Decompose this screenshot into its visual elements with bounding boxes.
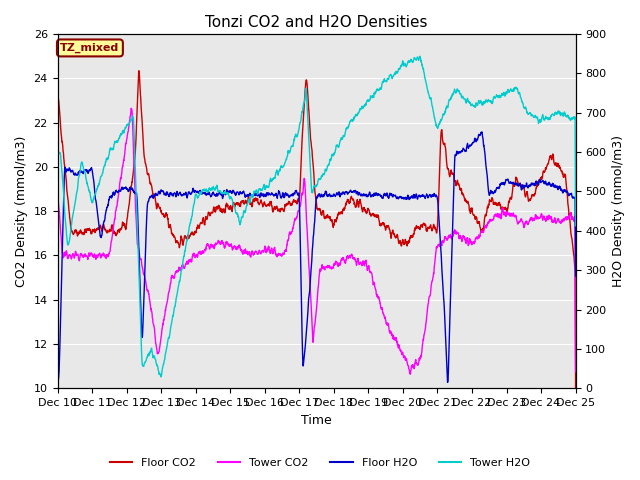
Floor CO2 <box>80 232 88 238</box>
Legend: Floor CO2, Tower CO2, Floor H2O, Tower H2O: Floor CO2, Tower CO2, Floor H2O, Tower H… <box>105 453 535 472</box>
Tower H2O <box>572 223 579 228</box>
Tower H2O <box>557 112 564 118</box>
Tower CO2 <box>557 219 565 225</box>
Floor H2O <box>557 187 564 193</box>
Floor CO2 <box>54 349 61 355</box>
Floor CO2 <box>306 121 314 127</box>
Tower H2O <box>157 374 164 380</box>
Text: TZ_mixed: TZ_mixed <box>60 43 120 53</box>
Tower H2O <box>416 53 424 59</box>
Line: Floor CO2: Floor CO2 <box>58 71 575 387</box>
Floor H2O <box>572 273 579 279</box>
Tower CO2 <box>406 372 414 377</box>
Floor H2O <box>80 169 88 175</box>
Floor CO2 <box>292 199 300 205</box>
Tower CO2 <box>462 240 470 246</box>
Tower CO2 <box>127 106 135 111</box>
Tower CO2 <box>306 274 314 280</box>
Floor CO2 <box>557 167 564 173</box>
Floor CO2 <box>462 197 470 203</box>
Floor CO2 <box>572 384 579 390</box>
Tower CO2 <box>54 358 61 364</box>
Floor H2O <box>461 148 469 154</box>
Line: Tower CO2: Tower CO2 <box>58 108 575 374</box>
Y-axis label: H2O Density (mmol/m3): H2O Density (mmol/m3) <box>612 135 625 287</box>
Tower H2O <box>292 132 300 138</box>
Line: Floor H2O: Floor H2O <box>58 132 575 387</box>
Tower CO2 <box>572 369 579 375</box>
Tower H2O <box>54 245 61 251</box>
Tower H2O <box>80 168 88 174</box>
Floor CO2 <box>135 68 143 73</box>
Y-axis label: CO2 Density (mmol/m3): CO2 Density (mmol/m3) <box>15 135 28 287</box>
Floor H2O <box>478 129 486 135</box>
Floor H2O <box>292 188 300 194</box>
Tower CO2 <box>292 216 300 221</box>
Line: Tower H2O: Tower H2O <box>58 56 575 377</box>
Tower H2O <box>306 153 314 158</box>
X-axis label: Time: Time <box>301 414 332 427</box>
Tower CO2 <box>80 254 88 260</box>
Tower H2O <box>557 112 565 118</box>
Floor CO2 <box>557 167 564 172</box>
Title: Tonzi CO2 and H2O Densities: Tonzi CO2 and H2O Densities <box>205 15 428 30</box>
Floor H2O <box>54 384 61 390</box>
Tower CO2 <box>557 220 564 226</box>
Floor H2O <box>305 289 313 295</box>
Tower H2O <box>462 99 470 105</box>
Floor H2O <box>557 186 564 192</box>
